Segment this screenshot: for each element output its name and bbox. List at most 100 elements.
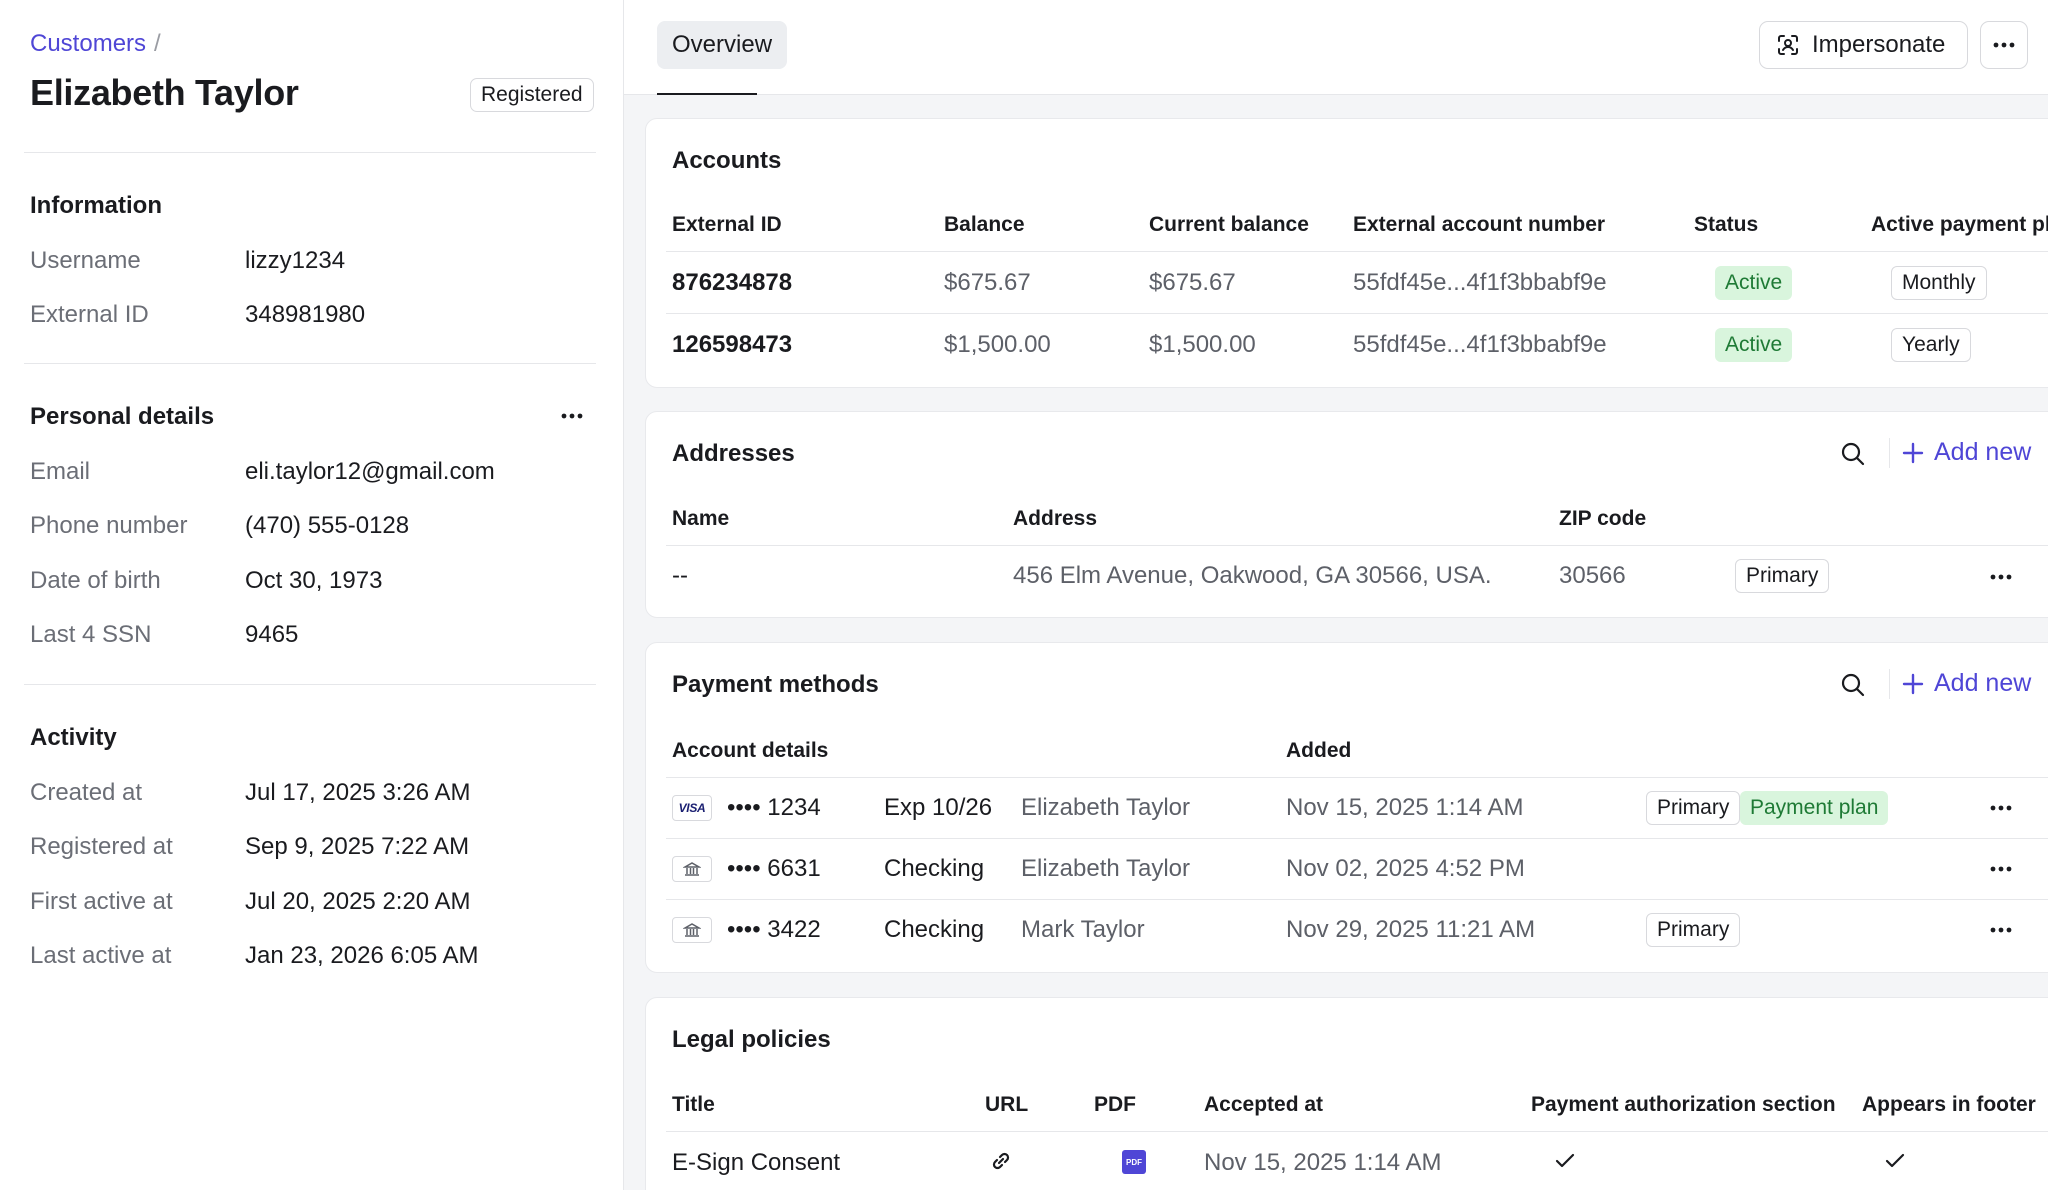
first-active-value: Jul 20, 2025 2:20 AM — [245, 888, 471, 915]
add-new-address-button[interactable]: Add new — [1902, 438, 2031, 467]
ssn-value: 9465 — [245, 621, 299, 648]
username-label: Username — [30, 247, 141, 274]
more-icon — [1993, 42, 2015, 48]
col-address: Address — [1013, 507, 1098, 530]
row-divider — [666, 1131, 2048, 1132]
account-holder: Mark Taylor — [1021, 916, 1145, 943]
tab-overview[interactable]: Overview — [657, 21, 788, 69]
status-badge: Active — [1715, 266, 1793, 300]
addresses-card: Addresses Add new Name Address ZIP code … — [645, 411, 2048, 618]
account-external-id: 126598473 — [672, 331, 793, 358]
phone-value: (470) 555-0128 — [245, 512, 410, 539]
addresses-title: Addresses — [672, 440, 795, 467]
row-more-icon[interactable] — [1987, 794, 2015, 822]
created-at-label: Created at — [30, 779, 143, 806]
activity-section-title: Activity — [30, 724, 117, 751]
plus-icon — [1902, 442, 1924, 463]
page-title: Elizabeth Taylor — [30, 72, 299, 113]
row-divider — [666, 545, 2048, 546]
pdf-icon[interactable]: PDF — [1122, 1150, 1146, 1174]
check-icon — [1883, 1149, 1907, 1178]
status-badge: Active — [1715, 328, 1793, 362]
bank-icon — [672, 856, 712, 882]
col-status: Status — [1694, 213, 1759, 236]
email-value: eli.taylor12@gmail.com — [245, 458, 495, 485]
external-id-value: 348981980 — [245, 301, 366, 328]
impersonate-label: Impersonate — [1812, 31, 1946, 58]
main-content: Overview Impersonate Accounts External I… — [624, 0, 2048, 1190]
account-current-balance: $1,500.00 — [1149, 331, 1256, 358]
accounts-title: Accounts — [672, 147, 782, 174]
add-new-payment-method-button[interactable]: Add new — [1902, 669, 2031, 698]
added-date: Nov 02, 2025 4:52 PM — [1286, 855, 1525, 882]
account-number: 55fdf45e...4f1f3bbabf9e — [1353, 331, 1607, 358]
personal-details-section-title: Personal details — [30, 403, 215, 430]
personal-details-more-icon[interactable] — [558, 402, 586, 430]
col-payment-authorization: Payment authorization section — [1531, 1093, 1836, 1116]
divider — [24, 684, 596, 685]
legal-policies-card: Legal policies Title URL PDF Accepted at… — [645, 997, 2048, 1190]
toolbar-divider — [1889, 669, 1890, 699]
col-external-id: External ID — [672, 213, 782, 236]
row-more-icon[interactable] — [1987, 916, 2015, 944]
search-icon[interactable] — [1839, 440, 1867, 473]
col-active-payment-plan: Active payment pl — [1871, 213, 2048, 236]
breadcrumb: Customers / — [30, 30, 161, 58]
added-date: Nov 29, 2025 11:21 AM — [1286, 916, 1536, 943]
account-external-id: 876234878 — [672, 269, 793, 296]
primary-badge: Primary — [1646, 791, 1741, 825]
account-holder: Elizabeth Taylor — [1021, 855, 1190, 882]
col-added: Added — [1286, 739, 1352, 762]
payment-detail: Checking — [884, 916, 985, 943]
last-active-label: Last active at — [30, 942, 172, 969]
more-actions-button[interactable] — [1980, 21, 2028, 69]
col-pdf: PDF — [1094, 1093, 1136, 1116]
dob-label: Date of birth — [30, 567, 161, 594]
bank-icon — [672, 917, 712, 943]
accounts-card: Accounts External ID Balance Current bal… — [645, 118, 2048, 388]
information-section-title: Information — [30, 192, 162, 219]
payment-detail: Checking — [884, 855, 985, 882]
username-value: lizzy1234 — [245, 247, 346, 274]
search-icon[interactable] — [1839, 671, 1867, 704]
address-zip: 30566 — [1559, 562, 1626, 589]
legal-policies-title: Legal policies — [672, 1026, 831, 1053]
row-more-icon[interactable] — [1987, 855, 2015, 883]
col-url: URL — [985, 1093, 1029, 1116]
account-number: 55fdf45e...4f1f3bbabf9e — [1353, 269, 1607, 296]
account-balance: $675.67 — [944, 269, 1031, 296]
row-divider — [666, 838, 2048, 839]
link-icon[interactable] — [988, 1148, 1014, 1179]
external-id-label: External ID — [30, 301, 149, 328]
first-active-label: First active at — [30, 888, 173, 915]
masked-number: •••• 1234 — [727, 794, 821, 821]
ssn-label: Last 4 SSN — [30, 621, 152, 648]
breadcrumb-separator: / — [154, 30, 161, 57]
row-divider — [666, 899, 2048, 900]
col-name: Name — [672, 507, 730, 530]
col-title: Title — [672, 1093, 715, 1116]
last-active-value: Jan 23, 2026 6:05 AM — [245, 942, 479, 969]
registered-at-label: Registered at — [30, 833, 173, 860]
account-current-balance: $675.67 — [1149, 269, 1236, 296]
impersonate-icon — [1776, 33, 1800, 57]
payment-detail: Exp 10/26 — [884, 794, 993, 821]
add-new-label: Add new — [1934, 438, 2032, 466]
plus-icon — [1902, 673, 1924, 694]
top-bar: Overview Impersonate — [624, 0, 2048, 95]
row-more-icon[interactable] — [1987, 563, 2015, 591]
add-new-label: Add new — [1934, 669, 2032, 697]
address-name: -- — [672, 562, 688, 589]
toolbar-divider — [1889, 438, 1890, 468]
impersonate-button[interactable]: Impersonate — [1759, 21, 1968, 69]
col-appears-in-footer: Appears in footer — [1862, 1093, 2036, 1116]
accepted-at-date: Nov 15, 2025 1:14 AM — [1204, 1149, 1442, 1176]
status-badge: Registered — [470, 78, 594, 112]
col-balance: Balance — [944, 213, 1025, 236]
check-icon — [1553, 1149, 1577, 1178]
breadcrumb-customers-link[interactable]: Customers — [30, 30, 147, 57]
col-external-account-number: External account number — [1353, 213, 1606, 236]
masked-number: •••• 3422 — [727, 916, 821, 943]
address-value: 456 Elm Avenue, Oakwood, GA 30566, USA. — [1013, 562, 1492, 589]
payment-methods-title: Payment methods — [672, 671, 879, 698]
